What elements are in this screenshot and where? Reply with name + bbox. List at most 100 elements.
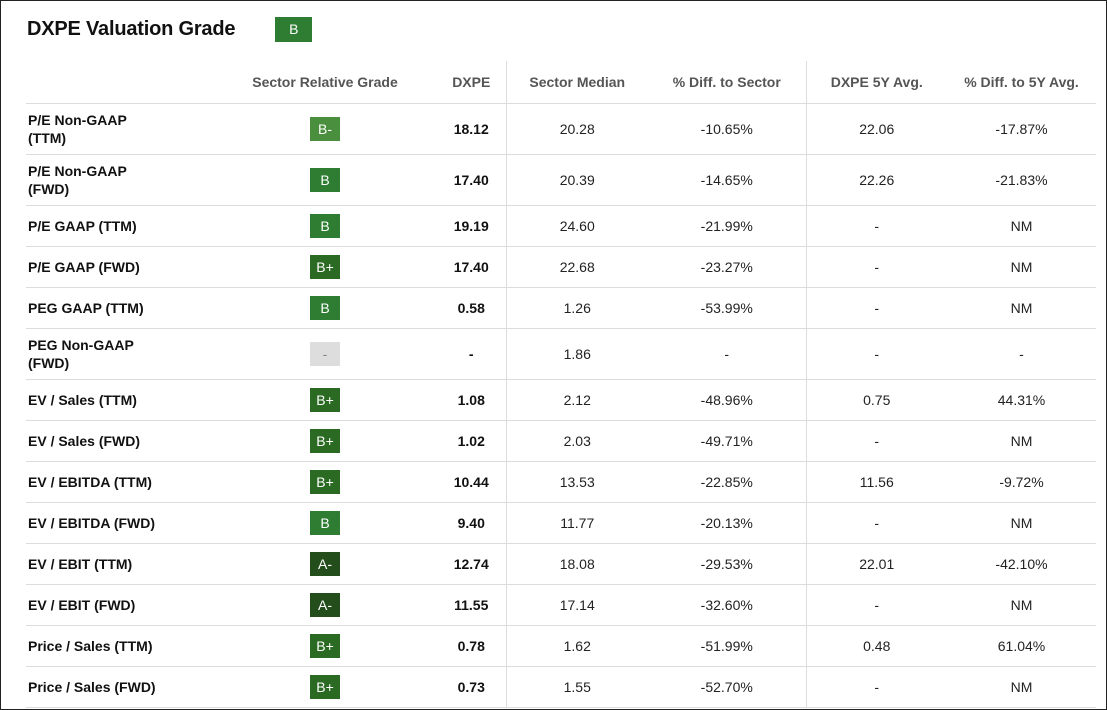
metric-name: P/E Non-GAAP (FWD) [26, 154, 213, 206]
metric-name: EV / Sales (FWD) [26, 420, 213, 462]
table-row: EV / Sales (FWD) B+ 1.02 2.03 -49.71% - NM [26, 420, 1096, 462]
metric-name-line: EV / EBITDA (FWD) [28, 515, 156, 531]
table-row: EV / EBIT (TTM) A- 12.74 18.08 -29.53% 22.01-… [26, 543, 1096, 585]
diff-to-5y-avg-value: 44.31% [947, 379, 1096, 421]
sector-relative-grade-cell: B [213, 205, 437, 247]
metric-name-line: Price / Sales (TTM) [28, 638, 153, 654]
sector-median-value: 1.26 [505, 287, 648, 329]
dxpe-5y-avg-value: 0.75 [805, 379, 947, 421]
diff-to-5y-avg-value: NM [947, 584, 1096, 626]
table-row: EV / Sales (TTM) B+ 1.08 2.12 -48.96% 0.75 44.… [26, 379, 1096, 421]
table-row: Price / Sales (FWD) B+ 0.73 1.55 -52.70% - NM [26, 666, 1096, 708]
diff-to-sector-value: -14.65% [648, 154, 806, 206]
metric-name: EV / EBIT (FWD) [26, 584, 213, 626]
diff-to-5y-avg-value: 61.04% [947, 625, 1096, 667]
table-header-row: Sector Relative Grade DXPE Sector Median… [26, 61, 1096, 104]
metric-name-line: P/E Non-GAAP [28, 112, 127, 128]
metric-name: EV / EBIT (TTM) [26, 543, 213, 585]
dxpe-5y-avg-value: - [805, 328, 947, 380]
table-row: EV / EBITDA (TTM) B+ 10.44 13.53 -22.85% 11.5… [26, 461, 1096, 503]
dxpe-value: 1.08 [437, 379, 506, 421]
grade-badge: B [310, 296, 340, 320]
metric-name-line: Price / Sales (FWD) [28, 679, 156, 695]
sector-relative-grade-cell: B [213, 154, 437, 206]
grade-badge: B- [310, 117, 340, 141]
diff-to-sector-value: -22.85% [648, 461, 806, 503]
grade-badge: B+ [310, 634, 340, 658]
diff-to-sector-value: -48.96% [648, 379, 806, 421]
diff-to-5y-avg-value: -21.83% [947, 154, 1096, 206]
dxpe-5y-avg-value: - [805, 584, 947, 626]
dxpe-5y-avg-value: - [805, 666, 947, 708]
diff-to-sector-value: -49.71% [648, 420, 806, 462]
sector-median-value: 13.53 [505, 461, 648, 503]
dxpe-value: 17.40 [437, 154, 506, 206]
header-dxpe: DXPE [437, 61, 506, 104]
sector-median-value: 18.08 [505, 543, 648, 585]
table-row: PEG Non-GAAP (FWD) - -1.86- - - [26, 328, 1096, 380]
sector-relative-grade-cell: A- [213, 543, 437, 585]
diff-to-sector-value: -20.13% [648, 502, 806, 544]
diff-to-sector-value: - [648, 328, 806, 380]
table-row: P/E Non-GAAP (FWD) B 17.40 20.39 -14.65% 22.26… [26, 154, 1096, 206]
title-row: DXPE Valuation Grade B [27, 15, 313, 43]
header-diff-to-5y-avg: % Diff. to 5Y Avg. [947, 61, 1096, 104]
dxpe-value: 9.40 [437, 502, 506, 544]
diff-to-5y-avg-value: NM [947, 205, 1096, 247]
sector-median-value: 20.39 [505, 154, 648, 206]
header-sector-median: Sector Median [505, 61, 648, 104]
diff-to-sector-value: -21.99% [648, 205, 806, 247]
sector-relative-grade-cell: - [213, 328, 437, 380]
metric-name: P/E GAAP (FWD) [26, 246, 213, 288]
diff-to-sector-value: -51.99% [648, 625, 806, 667]
overall-grade-badge: B [275, 16, 313, 42]
table-row: Price / Sales (TTM) B+ 0.78 1.62 -51.99% 0.48… [26, 625, 1096, 667]
metric-name-line: (TTM) [28, 130, 67, 146]
diff-to-5y-avg-value: NM [947, 287, 1096, 329]
sector-relative-grade-cell: B [213, 502, 437, 544]
grade-badge: - [310, 342, 340, 366]
diff-to-sector-value: -29.53% [648, 543, 806, 585]
sector-relative-grade-cell: B [213, 287, 437, 329]
grade-badge: A- [310, 593, 340, 617]
sector-relative-grade-cell: A- [213, 584, 437, 626]
diff-to-5y-avg-value: -17.87% [947, 103, 1096, 155]
diff-to-5y-avg-value: -9.72% [947, 461, 1096, 503]
dxpe-5y-avg-value: 0.48 [805, 625, 947, 667]
sector-median-value: 20.28 [505, 103, 648, 155]
metric-name-line: P/E GAAP (TTM) [28, 218, 137, 234]
grade-badge: B+ [310, 675, 340, 699]
diff-to-5y-avg-value: NM [947, 420, 1096, 462]
grade-badge: B [310, 168, 340, 192]
sector-median-value: 2.12 [505, 379, 648, 421]
dxpe-5y-avg-value: 22.06 [805, 103, 947, 155]
dxpe-5y-avg-value: 22.26 [805, 154, 947, 206]
dxpe-5y-avg-value: - [805, 420, 947, 462]
dxpe-value: - [437, 328, 506, 380]
dxpe-5y-avg-value: - [805, 205, 947, 247]
sector-median-value: 1.62 [505, 625, 648, 667]
grade-badge: B+ [310, 429, 340, 453]
sector-relative-grade-cell: B+ [213, 666, 437, 708]
metric-name: EV / EBITDA (TTM) [26, 461, 213, 503]
diff-to-sector-value: -53.99% [648, 287, 806, 329]
table-row: P/E GAAP (TTM) B 19.19 24.60 -21.99% - NM [26, 205, 1096, 247]
diff-to-5y-avg-value: NM [947, 666, 1096, 708]
diff-to-sector-value: -52.70% [648, 666, 806, 708]
dxpe-value: 0.73 [437, 666, 506, 708]
sector-relative-grade-cell: B+ [213, 379, 437, 421]
dxpe-value: 19.19 [437, 205, 506, 247]
metric-name: Price / Sales (TTM) [26, 625, 213, 667]
diff-to-5y-avg-value: - [947, 328, 1096, 380]
table-row: EV / EBITDA (FWD) B 9.40 11.77 -20.13% - NM [26, 502, 1096, 544]
sector-median-value: 24.60 [505, 205, 648, 247]
sector-median-value: 22.68 [505, 246, 648, 288]
metric-name: EV / EBITDA (FWD) [26, 502, 213, 544]
header-dxpe-5y-avg: DXPE 5Y Avg. [805, 61, 947, 104]
metric-name-line: EV / EBIT (FWD) [28, 597, 136, 613]
sector-relative-grade-cell: B- [213, 103, 437, 155]
dxpe-value: 12.74 [437, 543, 506, 585]
sector-median-value: 11.77 [505, 502, 648, 544]
metric-name-line: P/E GAAP (FWD) [28, 259, 140, 275]
